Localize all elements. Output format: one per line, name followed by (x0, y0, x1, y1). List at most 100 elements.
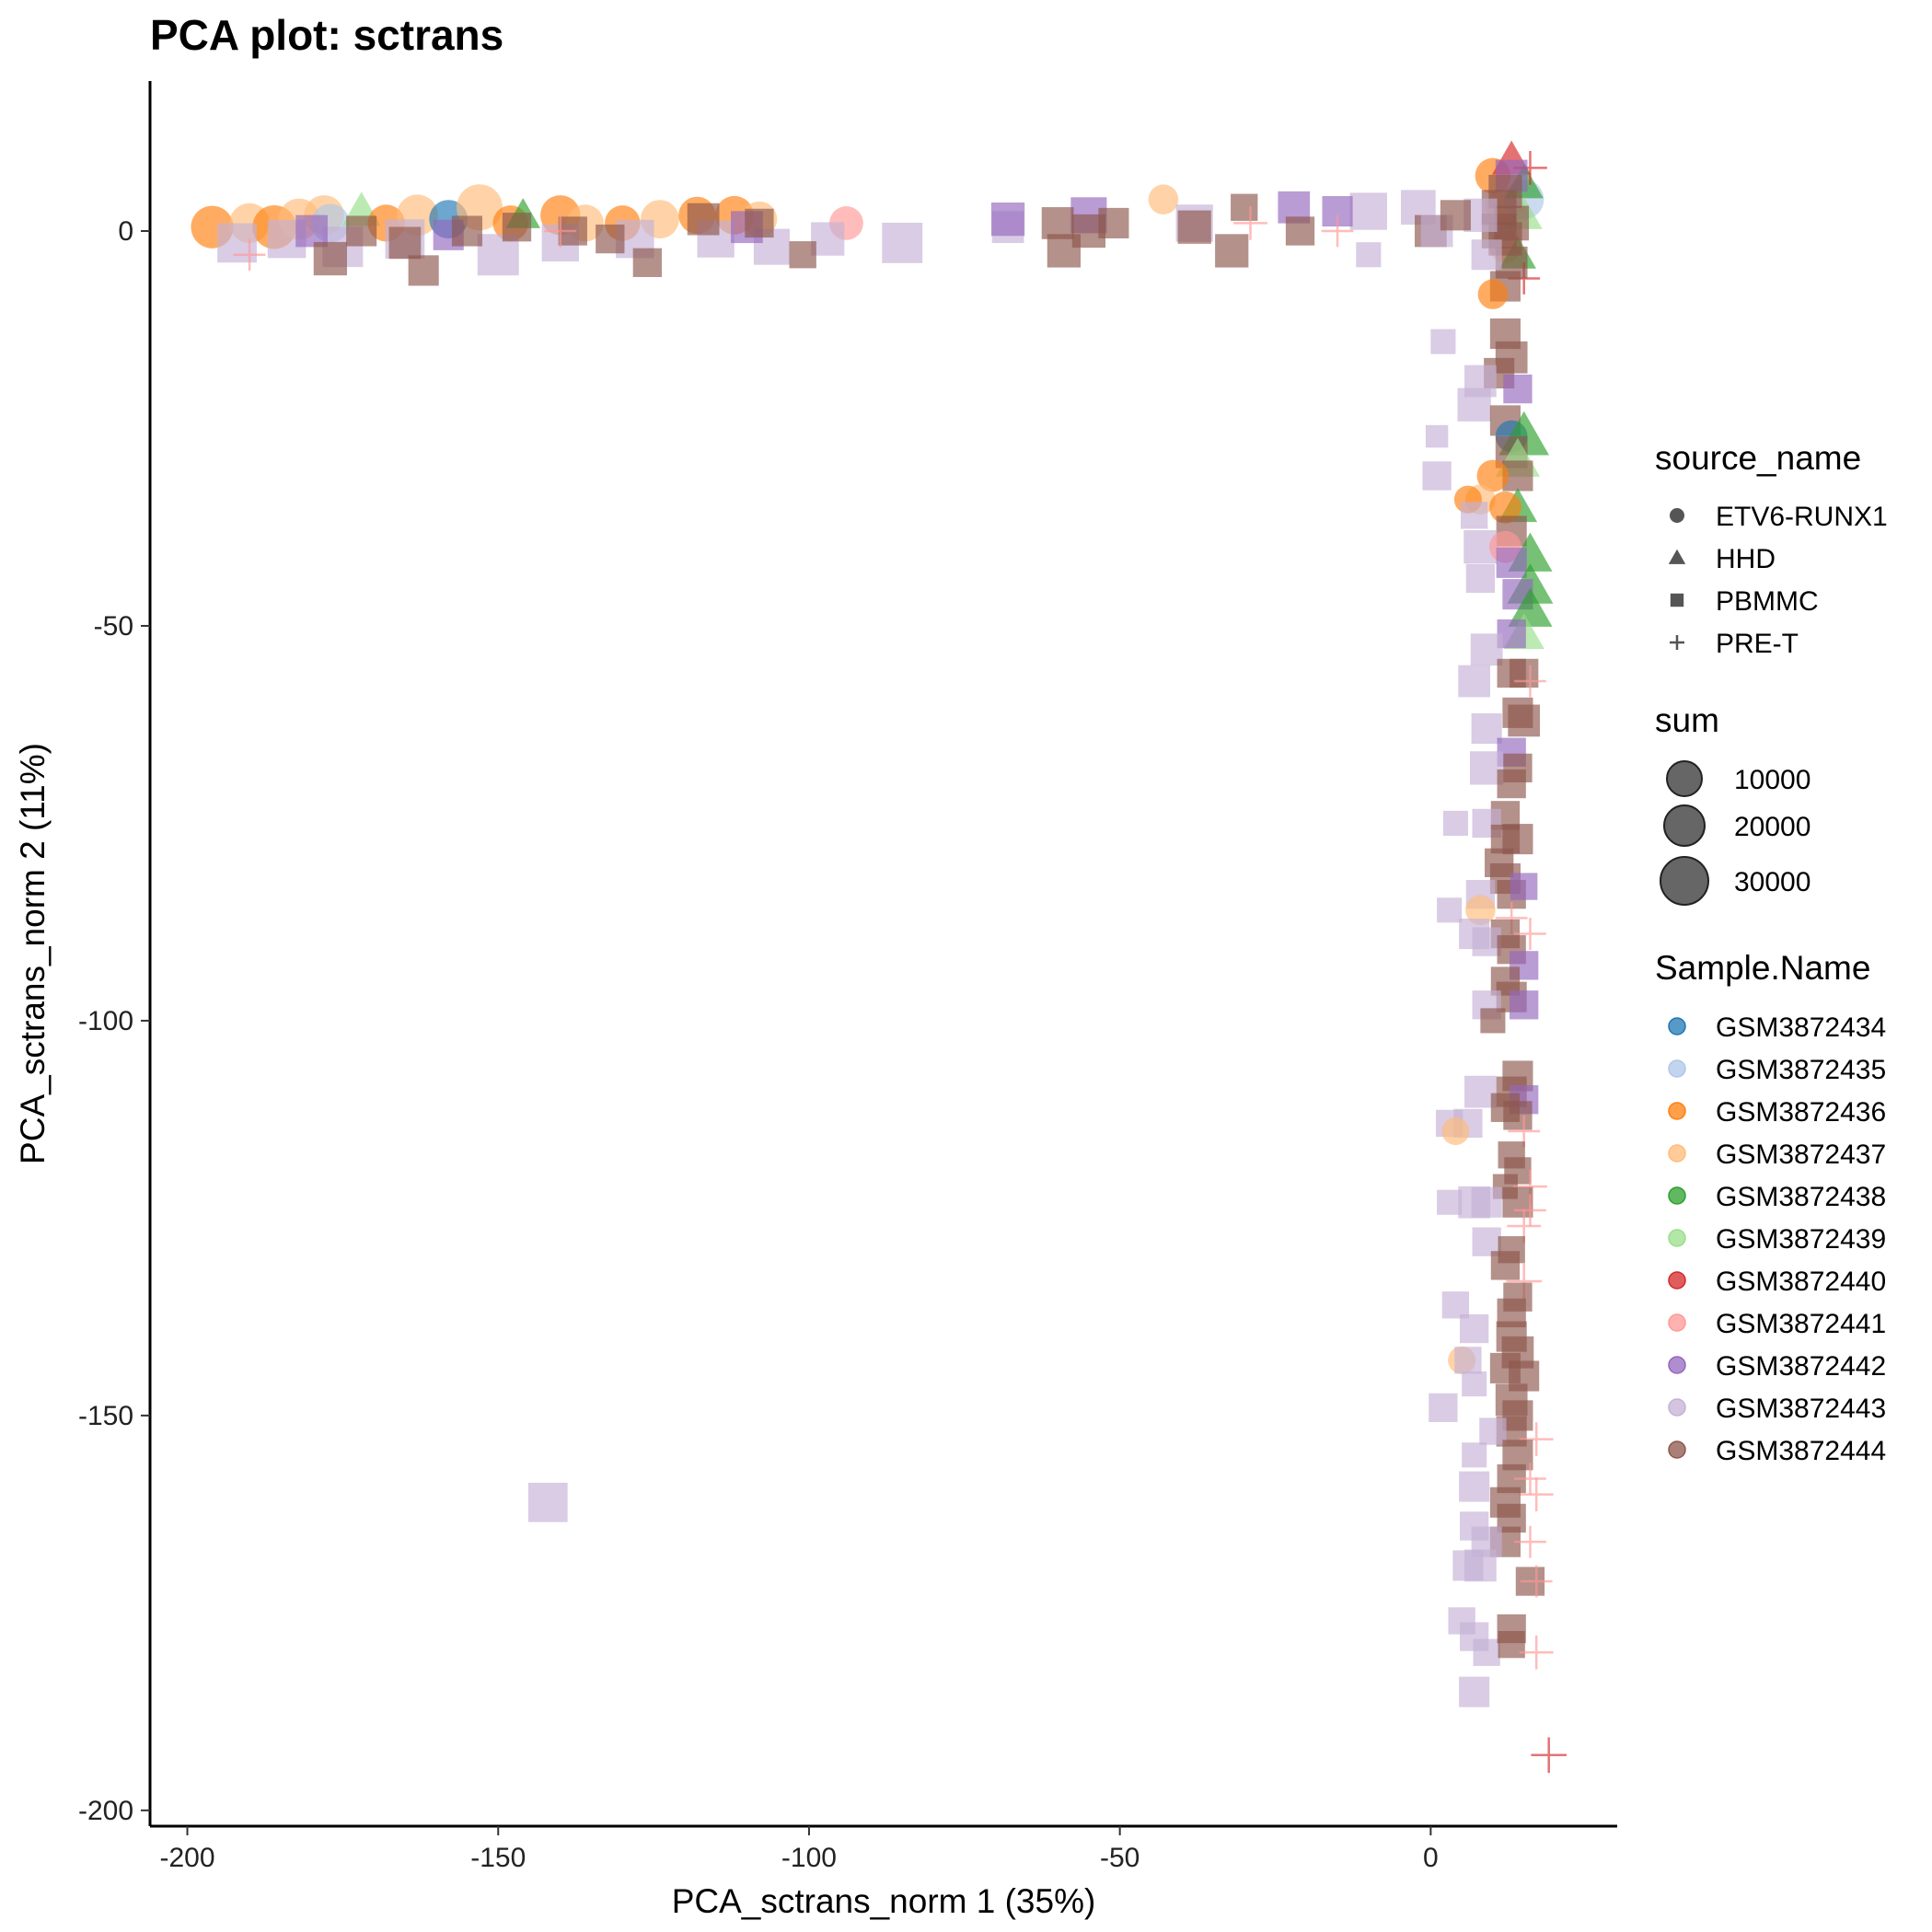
data-point-square (1422, 461, 1452, 491)
data-point-square (1437, 897, 1463, 923)
data-point-plus (1520, 1565, 1553, 1598)
legend-color-label: GSM3872436 (1716, 1097, 1886, 1128)
legend-color-title: Sample.Name (1655, 949, 1870, 987)
legend-color-label: GSM3872439 (1716, 1224, 1886, 1255)
data-point-square (1425, 424, 1449, 448)
data-point-square (313, 241, 348, 276)
data-point-square (990, 202, 1025, 237)
data-point-circle (1477, 279, 1509, 309)
data-point-square (1457, 388, 1491, 422)
x-axis-title: PCA_sctrans_norm 1 (35%) (672, 1882, 1096, 1920)
data-point-square (1430, 329, 1456, 354)
data-point-square (502, 213, 532, 242)
data-point-square (1459, 1676, 1490, 1707)
data-point-plus (1233, 206, 1267, 240)
legend-size-key (1663, 804, 1706, 847)
legend-color-label: GSM3872442 (1716, 1351, 1886, 1382)
data-point-square (408, 255, 439, 286)
data-point-square (1459, 1471, 1490, 1502)
x-tick-label: -50 (1100, 1843, 1140, 1873)
legend-color-key (1668, 1229, 1686, 1247)
data-point-square (1464, 1549, 1497, 1582)
legend-color-key (1668, 1440, 1686, 1459)
data-point-square (1459, 919, 1490, 950)
data-point-square (295, 214, 328, 248)
data-point-circle (1148, 184, 1179, 214)
legend-color: GSM3872434 GSM3872435 GSM3872436 GSM3872437… (1668, 1012, 1886, 1466)
legend-size-label: 20000 (1734, 812, 1811, 842)
data-point-square (1215, 234, 1249, 268)
data-point-plus (1519, 1422, 1554, 1456)
data-point-circle (1441, 1116, 1470, 1146)
data-point-square (1503, 1101, 1533, 1130)
x-tick-label: -150 (470, 1843, 526, 1873)
legend-size-label: 10000 (1734, 765, 1811, 795)
data-point-plus (1519, 1477, 1554, 1512)
legend-shape-label: HHD (1716, 544, 1776, 574)
data-point-circle (1465, 895, 1496, 926)
data-point-square (388, 226, 422, 260)
legend-color-key (1668, 1356, 1686, 1374)
legend-color-key (1668, 1102, 1686, 1120)
data-point-plus (1514, 918, 1546, 950)
data-point-square (1503, 753, 1533, 783)
chart-title: PCA plot: sctrans (150, 11, 503, 59)
data-point-square (1480, 1008, 1506, 1034)
legend-color-label: GSM3872435 (1716, 1055, 1886, 1085)
data-point-square (1503, 374, 1533, 404)
legend-shape-key (1668, 549, 1686, 564)
data-point-square (811, 222, 845, 256)
data-point-square (789, 241, 816, 269)
data-point-square (1462, 1371, 1487, 1397)
data-point-square (596, 224, 625, 254)
data-point-square (1177, 210, 1211, 244)
legend-color-label: GSM3872443 (1716, 1394, 1886, 1424)
legend-size-label: 30000 (1734, 867, 1811, 897)
data-point-square (1442, 810, 1468, 836)
legend-color-key (1668, 1144, 1686, 1163)
legend-shape-label: PRE-T (1716, 629, 1799, 659)
x-tick-label: -100 (781, 1843, 837, 1873)
legend-shape-label: ETV6-RUNX1 (1716, 502, 1888, 532)
data-point-square (1473, 1638, 1500, 1666)
data-point-square (1454, 1347, 1482, 1374)
data-point-square (1479, 1417, 1507, 1445)
data-point-plus (1519, 1635, 1554, 1670)
data-point-square (527, 1482, 568, 1522)
legend-shape-key (1670, 635, 1684, 650)
legend-shape-title: source_name (1655, 439, 1861, 477)
data-point-square (1458, 1186, 1491, 1219)
data-point-plus (544, 214, 577, 248)
data-point-square (1458, 665, 1491, 698)
legend-color-label: GSM3872441 (1716, 1309, 1886, 1339)
data-point-square (1047, 234, 1082, 268)
data-point-square (1349, 192, 1388, 230)
data-point-square (687, 202, 720, 236)
x-axis-ticks: -200 -150 -100 -50 0 (160, 1826, 1439, 1873)
y-tick-label: -200 (78, 1796, 133, 1826)
data-point-square (346, 215, 377, 247)
data-point-square (1437, 1189, 1463, 1215)
data-point-square (745, 208, 774, 238)
data-point-square (1462, 1442, 1487, 1468)
data-point-square (1465, 563, 1496, 594)
legend-color-label: GSM3872440 (1716, 1267, 1886, 1297)
legend-color-key (1668, 1017, 1686, 1035)
legend-shape-label: PBMMC (1716, 586, 1819, 617)
legend-size-key (1660, 856, 1709, 906)
data-point-square (882, 222, 923, 263)
data-point-square (1459, 1313, 1489, 1344)
y-axis-ticks: 0 -50 -100 -150 -200 (78, 216, 150, 1826)
data-point-circle (1489, 491, 1521, 524)
data-point-square (1285, 216, 1315, 246)
data-point-square (1041, 207, 1074, 239)
data-point-plus (1514, 665, 1546, 698)
x-tick-label: -200 (160, 1843, 215, 1873)
data-point-square (1510, 658, 1539, 688)
legend-shape: ETV6-RUNX1 HHD PBMMC PRE-T (1668, 502, 1888, 659)
legend-shape-key (1670, 508, 1684, 523)
y-tick-label: -50 (94, 611, 133, 642)
data-point-square (451, 215, 483, 247)
legend-size-key (1666, 760, 1703, 797)
